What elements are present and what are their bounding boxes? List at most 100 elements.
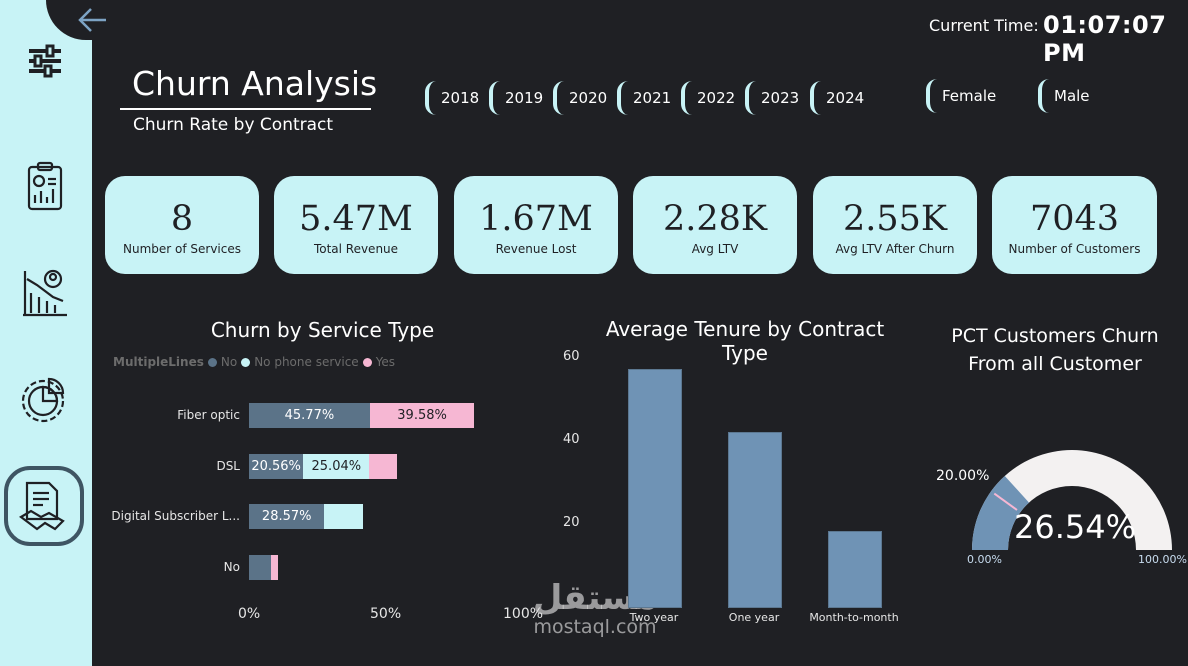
kpi-card-total-revenue: 5.47M Total Revenue: [274, 176, 438, 274]
gauge-fill: [972, 476, 1029, 550]
slicer-tick: [1038, 79, 1049, 113]
gauge-max-label: 100.00%: [1138, 553, 1187, 566]
x-tick-label: 100%: [503, 606, 544, 622]
y-tick-label: 20: [563, 515, 580, 530]
year-label: 2018: [441, 89, 480, 107]
slicer-tick: [553, 81, 564, 115]
x-tick-label: 50%: [370, 606, 402, 622]
year-slicer-2022[interactable]: 2022: [681, 80, 735, 116]
bar-segment[interactable]: [271, 555, 279, 580]
year-label: 2024: [826, 89, 865, 107]
pie-gear-icon[interactable]: [14, 368, 76, 430]
bar-category-label: No: [223, 560, 240, 574]
gauge-chart: [972, 450, 1172, 550]
tenure-category-label: Two year: [629, 611, 679, 624]
kpi-value: 5.47M: [299, 199, 413, 239]
y-tick-label: 60: [563, 349, 580, 364]
page-subtitle: Churn Rate by Contract: [133, 115, 334, 135]
tenure-category-label: One year: [728, 611, 780, 624]
kpi-card-avg-ltv: 2.28K Avg LTV: [633, 176, 797, 274]
kpi-card-avg-ltv-after-churn: 2.55K Avg LTV After Churn: [813, 176, 977, 274]
report-icon[interactable]: [14, 156, 76, 218]
slicer-tick: [810, 81, 821, 115]
legend-dot-yes: [362, 357, 372, 367]
page-title: Churn Analysis: [132, 64, 378, 103]
kpi-value: 1.67M: [479, 199, 593, 239]
year-slicer-2018[interactable]: 2018: [425, 80, 479, 116]
tenure-bar[interactable]: [628, 369, 682, 608]
year-label: 2021: [633, 89, 672, 107]
kpi-value: 2.28K: [662, 199, 768, 239]
slicer-tick: [617, 81, 628, 115]
chart-user-icon[interactable]: [14, 262, 76, 324]
gender-label: Male: [1054, 87, 1090, 105]
gender-slicer-female[interactable]: Female: [926, 78, 996, 114]
kpi-label: Revenue Lost: [495, 242, 577, 256]
gauge-target-label: 20.00%: [936, 468, 990, 484]
year-slicer-2019[interactable]: 2019: [489, 80, 543, 116]
sliders-icon[interactable]: [14, 30, 76, 92]
chart-title-service-type: Churn by Service Type: [210, 318, 435, 342]
kpi-card-number-of-customers: 7043 Number of Customers: [992, 176, 1157, 274]
gauge-min-label: 0.00%: [967, 553, 1002, 566]
current-time-label: Current Time:: [929, 16, 1039, 35]
bar-segment[interactable]: [324, 504, 363, 529]
bar-segment[interactable]: [249, 555, 272, 580]
kpi-label: Avg LTV: [691, 242, 739, 256]
kpi-label: Total Revenue: [313, 242, 399, 256]
sidebar: [0, 0, 92, 666]
legend-item-yes: Yes: [375, 355, 396, 369]
kpi-card-revenue-lost: 1.67M Revenue Lost: [454, 176, 618, 274]
bar-segment[interactable]: [369, 454, 398, 479]
year-label: 2023: [761, 89, 800, 107]
year-label: 2020: [569, 89, 608, 107]
year-slicer-2023[interactable]: 2023: [745, 80, 799, 116]
legend-dot-no: [207, 357, 217, 367]
bar-segment[interactable]: 45.77%: [249, 403, 370, 428]
kpi-label: Number of Services: [122, 242, 241, 256]
title-underline: [120, 108, 371, 110]
slicer-tick: [425, 81, 436, 115]
chart-legend: MultipleLines No No phone service Yes: [113, 355, 395, 369]
gender-slicer-male[interactable]: Male: [1038, 78, 1090, 114]
gauge-value: 26.54%: [1014, 508, 1137, 546]
gauge-track: [972, 450, 1172, 550]
legend-item-no: No: [220, 355, 238, 369]
kpi-label: Number of Customers: [1008, 242, 1141, 256]
y-tick-label: 40: [563, 432, 580, 447]
slicer-tick: [681, 81, 692, 115]
bar-category-label: Digital Subscriber L...: [111, 509, 240, 523]
year-slicer-2021[interactable]: 2021: [617, 80, 671, 116]
chart-title-tenure: Average Tenure by Contract Type: [605, 317, 885, 365]
gender-label: Female: [942, 87, 997, 105]
gauge-title: PCT Customers Churn From all Customer: [951, 325, 1159, 375]
current-time-value: 01:07:07 PM: [1043, 11, 1167, 67]
slicer-tick: [745, 81, 756, 115]
year-label: 2022: [697, 89, 736, 107]
kpi-label: Avg LTV After Churn: [835, 242, 955, 256]
legend-dot-no-phone: [241, 357, 251, 367]
contract-handshake-icon[interactable]: [4, 466, 84, 546]
year-label: 2019: [505, 89, 544, 107]
back-arrow-icon[interactable]: [76, 6, 110, 34]
bar-segment[interactable]: 25.04%: [303, 454, 370, 479]
tenure-bar[interactable]: [828, 531, 882, 608]
kpi-value: 8: [170, 199, 194, 239]
bar-segment[interactable]: 39.58%: [369, 403, 475, 428]
slicer-tick: [926, 79, 937, 113]
bar-category-label: DSL: [216, 459, 240, 473]
bar-segment[interactable]: 28.57%: [249, 504, 325, 529]
tenure-bar[interactable]: [728, 431, 782, 608]
kpi-value: 7043: [1029, 199, 1120, 239]
gauge-target-marker: [993, 492, 1018, 511]
bar-category-label: Fiber optic: [177, 408, 240, 422]
slicer-tick: [489, 81, 500, 115]
watermark-latin: mostaql.com: [533, 616, 657, 638]
bar-segment[interactable]: 20.56%: [249, 454, 304, 479]
kpi-value: 2.55K: [842, 199, 948, 239]
year-slicer-2024[interactable]: 2024: [810, 80, 864, 116]
legend-title: MultipleLines: [113, 355, 204, 369]
year-slicer-2020[interactable]: 2020: [553, 80, 607, 116]
tenure-category-label: Month-to-month: [809, 611, 899, 624]
legend-item-no-phone: No phone service: [254, 355, 359, 369]
